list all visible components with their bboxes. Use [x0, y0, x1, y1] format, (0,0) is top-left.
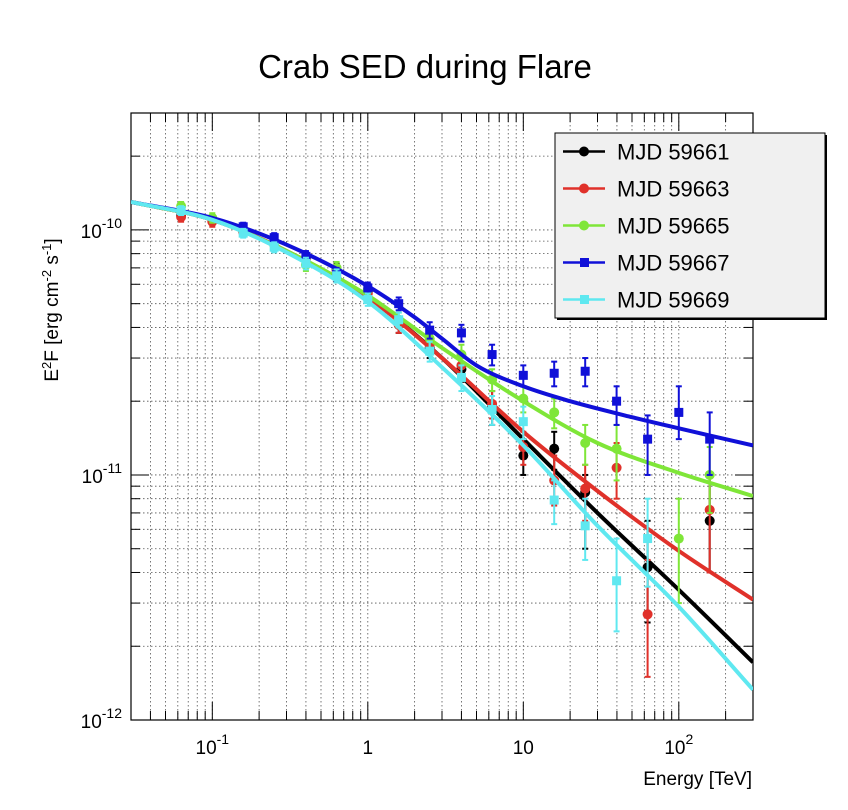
- series-layer: [131, 200, 753, 692]
- data-point: [549, 443, 560, 454]
- data-point: [612, 396, 622, 406]
- data-point: [518, 370, 528, 380]
- data-point: [487, 404, 497, 414]
- legend-label: MJD 59667: [617, 251, 730, 276]
- data-point: [580, 483, 591, 494]
- data-point: [394, 315, 404, 325]
- data-point: [549, 495, 559, 505]
- tick-label-base: 10: [196, 738, 217, 759]
- data-point: [238, 222, 248, 232]
- data-point: [487, 374, 498, 385]
- data-point: [363, 283, 373, 293]
- data-point: [549, 368, 559, 378]
- tick-label-base: 1: [363, 738, 374, 759]
- data-point: [549, 407, 560, 418]
- legend-label: MJD 59665: [617, 214, 730, 239]
- data-point: [176, 206, 186, 216]
- legend-entry: MJD 59667: [563, 251, 730, 276]
- data-point: [269, 242, 279, 252]
- data-point: [643, 534, 653, 544]
- data-point: [674, 407, 684, 417]
- data-point: [611, 443, 622, 454]
- data-point: [705, 434, 715, 444]
- data-point: [487, 350, 497, 360]
- x-tick-label: 1: [363, 738, 374, 759]
- legend-marker: [579, 183, 589, 194]
- legend: MJD 59661 MJD 59663 MJD 59665 MJD 59667 MJD …: [554, 132, 827, 320]
- legend-marker: [580, 258, 589, 267]
- ylabel-s-sup: -1: [39, 244, 54, 256]
- series-5: [131, 200, 753, 692]
- legend-entry: MJD 59661: [563, 140, 730, 165]
- y-tick-label: 10-10: [81, 215, 123, 243]
- data-point: [673, 533, 684, 544]
- tick-label-base: 10: [81, 712, 102, 733]
- tick-label-exponent: -12: [102, 705, 122, 721]
- chart-title: Crab SED during Flare: [258, 48, 592, 85]
- legend-label: MJD 59663: [617, 177, 730, 202]
- ylabel-s: s: [42, 255, 63, 270]
- tick-label-exponent: 2: [685, 731, 693, 747]
- data-point: [518, 417, 528, 427]
- data-point: [425, 346, 435, 356]
- data-point: [301, 251, 311, 261]
- data-point: [456, 372, 466, 382]
- legend-label: MJD 59669: [617, 288, 730, 313]
- data-point: [394, 299, 404, 309]
- x-tick-label: 10-1: [196, 731, 230, 759]
- tick-label-exponent: -11: [103, 460, 122, 476]
- tick-label-base: 10: [513, 738, 534, 759]
- data-point: [643, 434, 653, 444]
- ylabel-close: ]: [42, 238, 63, 243]
- x-tick-label: 10: [513, 738, 534, 759]
- data-point: [238, 228, 248, 238]
- data-point: [642, 609, 653, 620]
- data-point: [332, 271, 342, 281]
- legend-entry: MJD 59669: [563, 288, 730, 313]
- tick-label-base: 10: [81, 222, 102, 243]
- ylabel-e: E: [42, 369, 63, 382]
- y-axis-label: E2F [erg cm-2 s-1]: [39, 238, 64, 381]
- data-point: [269, 233, 279, 243]
- legend-label: MJD 59661: [617, 140, 730, 165]
- legend-entry: MJD 59665: [563, 214, 730, 239]
- ylabel-e-sup: 2: [39, 362, 54, 369]
- legend-entry: MJD 59663: [563, 177, 730, 202]
- data-point: [580, 366, 590, 376]
- x-axis-label: Energy [TeV]: [643, 769, 752, 790]
- legend-marker: [579, 220, 589, 231]
- fit-curve: [131, 200, 753, 448]
- legend-marker: [580, 295, 589, 304]
- x-tick-label: 102: [664, 731, 693, 759]
- data-point: [301, 258, 311, 268]
- data-point: [612, 576, 622, 586]
- data-point: [363, 295, 373, 305]
- data-point: [518, 393, 529, 404]
- data-point: [425, 325, 435, 335]
- ylabel-f: F [erg cm: [42, 282, 63, 362]
- tick-label-base: 10: [82, 467, 103, 488]
- tick-label-exponent: -1: [217, 731, 230, 747]
- tick-label-exponent: -10: [102, 215, 122, 231]
- y-tick-label: 10-12: [81, 705, 123, 733]
- legend-marker: [579, 146, 589, 157]
- ylabel-cm-sup: -2: [39, 270, 54, 282]
- data-point: [580, 438, 591, 449]
- data-point: [580, 521, 590, 531]
- tick-label-base: 10: [664, 738, 685, 759]
- data-point: [456, 328, 466, 338]
- y-tick-label: 10-11: [82, 460, 123, 488]
